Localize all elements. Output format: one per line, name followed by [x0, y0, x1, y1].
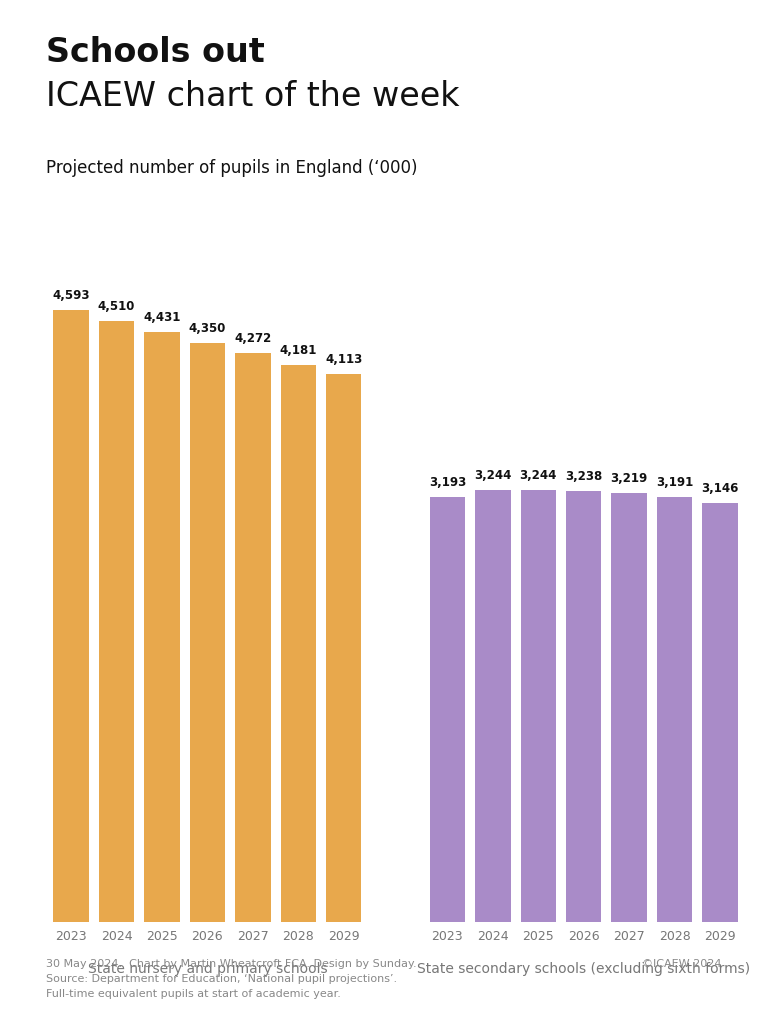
Text: 4,593: 4,593: [52, 289, 90, 302]
Bar: [566, 490, 601, 922]
Bar: [280, 365, 316, 922]
Bar: [521, 489, 556, 922]
Text: ©ICAEW 2024: ©ICAEW 2024: [642, 959, 722, 970]
Bar: [99, 322, 134, 922]
Text: Projected number of pupils in England (‘000): Projected number of pupils in England (‘…: [46, 159, 418, 177]
Bar: [657, 497, 692, 922]
Bar: [702, 503, 738, 922]
Text: 4,350: 4,350: [189, 322, 226, 335]
X-axis label: State secondary schools (excluding sixth forms): State secondary schools (excluding sixth…: [417, 963, 750, 976]
Text: 4,272: 4,272: [234, 332, 271, 345]
Bar: [475, 489, 511, 922]
Text: 3,244: 3,244: [474, 469, 511, 481]
Bar: [611, 494, 647, 922]
Text: 3,191: 3,191: [656, 476, 694, 488]
Bar: [53, 310, 89, 922]
Bar: [144, 332, 180, 922]
Text: ICAEW chart of the week: ICAEW chart of the week: [46, 80, 459, 113]
Text: 4,510: 4,510: [98, 300, 135, 313]
Bar: [190, 342, 225, 922]
Text: 3,238: 3,238: [565, 470, 602, 482]
Text: 30 May 2024.  Chart by Martin Wheatcroft FCA. Design by Sunday.
Source: Departme: 30 May 2024. Chart by Martin Wheatcroft …: [46, 959, 417, 999]
Bar: [326, 374, 362, 922]
Bar: [429, 497, 465, 922]
Text: 3,193: 3,193: [429, 475, 466, 488]
X-axis label: State nursery and primary schools: State nursery and primary schools: [88, 963, 327, 976]
Text: Schools out: Schools out: [46, 36, 265, 69]
Bar: [235, 353, 270, 922]
Text: 3,146: 3,146: [701, 482, 739, 495]
Text: 4,113: 4,113: [325, 353, 362, 367]
Text: 3,244: 3,244: [520, 469, 557, 481]
Text: 3,219: 3,219: [611, 472, 647, 485]
Text: 4,181: 4,181: [280, 344, 317, 357]
Text: 4,431: 4,431: [144, 310, 180, 324]
